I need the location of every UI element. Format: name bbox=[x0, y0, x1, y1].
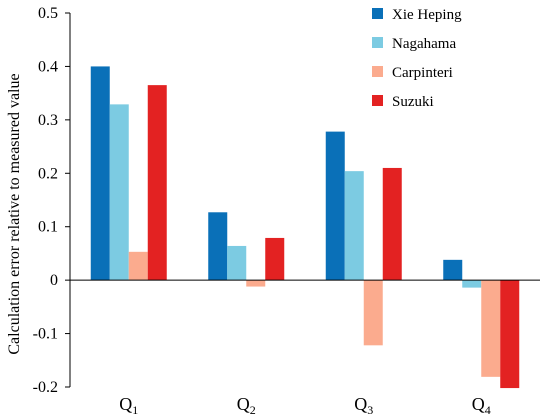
y-axis-title: Calculation error relative to measured v… bbox=[6, 73, 23, 354]
bar bbox=[265, 237, 285, 281]
x-category-label: Q1 bbox=[119, 394, 138, 417]
bar bbox=[481, 280, 501, 377]
x-category-label: Q2 bbox=[237, 394, 256, 417]
x-category-label: Q3 bbox=[354, 394, 373, 417]
bar bbox=[443, 259, 463, 281]
y-tick-label: 0.1 bbox=[38, 219, 58, 236]
bar bbox=[325, 131, 345, 281]
bar bbox=[344, 171, 364, 281]
bar bbox=[500, 280, 520, 389]
y-tick-label: 0.5 bbox=[38, 5, 58, 22]
y-tick-label: 0.4 bbox=[38, 58, 58, 75]
bar bbox=[382, 167, 402, 281]
y-tick-label: 0.2 bbox=[38, 165, 58, 182]
bar bbox=[363, 280, 383, 346]
legend-swatch bbox=[372, 95, 383, 106]
bar bbox=[462, 280, 482, 288]
legend-label: Nagahama bbox=[392, 36, 456, 52]
legend-swatch bbox=[372, 37, 383, 48]
bar bbox=[90, 66, 110, 281]
bar bbox=[246, 280, 266, 287]
bar bbox=[109, 104, 129, 281]
x-category-label: Q4 bbox=[472, 394, 491, 417]
legend-label: Suzuki bbox=[392, 94, 434, 110]
y-tick-label: 0 bbox=[50, 272, 58, 289]
bar bbox=[147, 85, 167, 281]
y-tick-label: 0.3 bbox=[38, 112, 58, 129]
legend-label: Xie Heping bbox=[392, 7, 462, 23]
legend: Xie Heping Nagahama Carpinteri Suzuki bbox=[372, 7, 462, 110]
bar bbox=[227, 245, 247, 281]
legend-swatch bbox=[372, 66, 383, 77]
y-tick-label: -0.1 bbox=[33, 326, 58, 343]
y-tick-label: -0.2 bbox=[33, 379, 58, 396]
legend-label: Carpinteri bbox=[392, 65, 453, 81]
bar bbox=[208, 212, 228, 281]
legend-swatch bbox=[372, 8, 383, 19]
bar bbox=[128, 251, 148, 281]
